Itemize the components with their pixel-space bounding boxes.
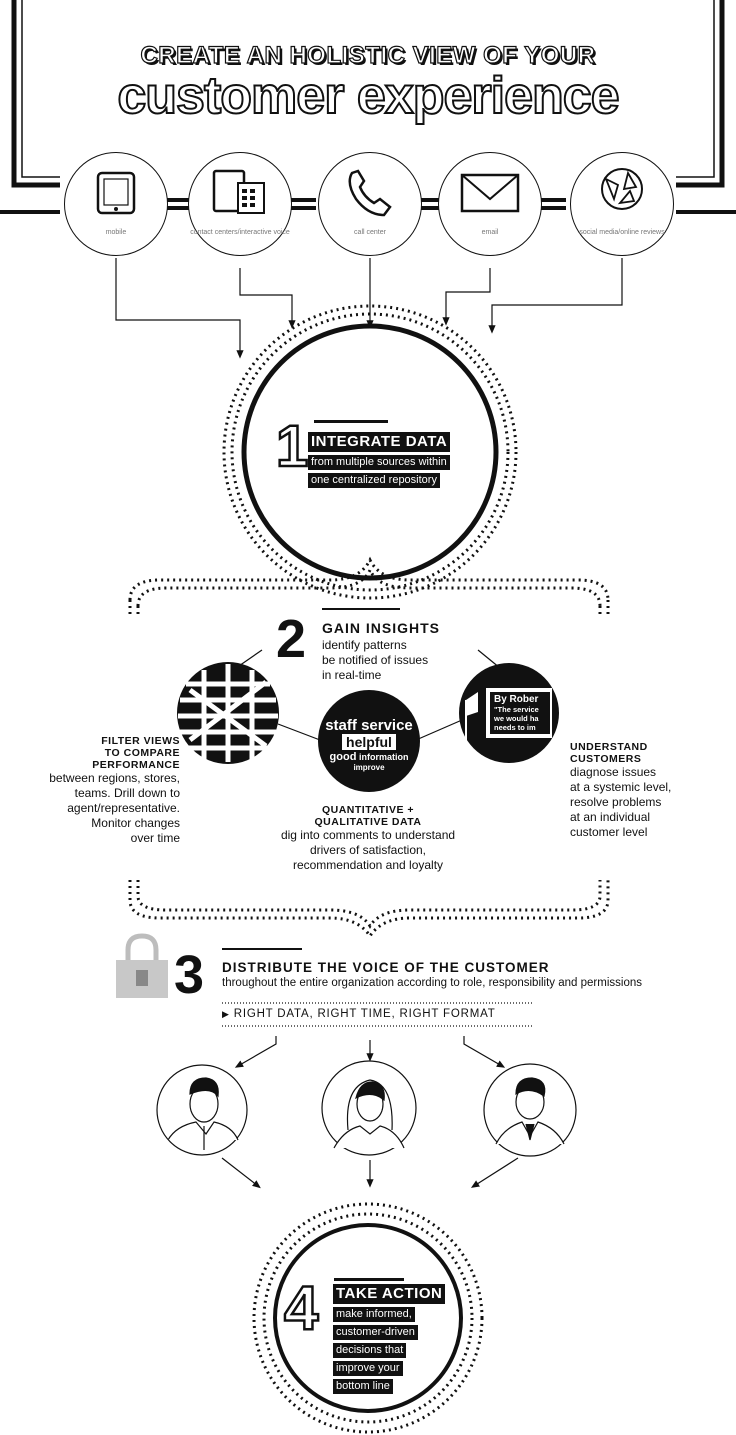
- right-line-3: at an individual: [570, 810, 651, 824]
- step1-title: INTEGRATE DATA: [308, 432, 451, 452]
- step4-line-1: customer-driven: [333, 1325, 418, 1340]
- source-1: contact centers/interactive voice: [188, 152, 292, 256]
- envelope-icon: [460, 173, 520, 213]
- people-avatars: [156, 1060, 577, 1157]
- left-title-2: PERFORMANCE: [92, 759, 180, 771]
- source-connectors: [115, 258, 623, 359]
- step4-line-2: decisions that: [333, 1343, 407, 1358]
- step3-connectors: [221, 1036, 519, 1189]
- step1-line-0: from multiple sources within: [308, 455, 450, 470]
- source-label-2: call center: [354, 229, 386, 236]
- source-2: call center: [318, 152, 422, 256]
- step2-text: GAIN INSIGHTS identify patterns be notif…: [322, 620, 440, 683]
- step2-number: 2: [276, 609, 307, 669]
- step2-title: GAIN INSIGHTS: [322, 620, 441, 636]
- center-title-1: QUALITATIVE DATA: [314, 816, 422, 828]
- source-4: social media/online reviews: [570, 152, 674, 256]
- word-5: improve: [353, 763, 385, 772]
- quant-qual-block: QUANTITATIVE + QUALITATIVE DATA dig into…: [250, 804, 486, 873]
- word-2: helpful: [342, 734, 396, 750]
- bubble-line-3: needs to im: [494, 723, 536, 732]
- word-cloud: staff service helpful good information i…: [318, 718, 420, 773]
- right-line-0: diagnose issues: [570, 765, 657, 779]
- step4-line-0: make informed,: [333, 1307, 415, 1322]
- computer-phone-icon: [212, 169, 265, 214]
- step4-line-3: improve your: [333, 1361, 403, 1376]
- source-label-4: social media/online reviews: [579, 229, 665, 236]
- right-title-1: CUSTOMERS: [570, 753, 642, 765]
- step2-circles: [177, 662, 559, 792]
- header-line2: customer experience: [116, 66, 620, 126]
- funnel-1: [128, 556, 610, 618]
- source-3: email: [438, 152, 542, 256]
- step1-line-1: one centralized repository: [308, 473, 440, 488]
- step1-text: INTEGRATE DATA from multiple sources wit…: [308, 432, 451, 490]
- header-line1: CREATE AN HOLISTIC VIEW OF YOUR: [140, 41, 596, 69]
- right-line-4: customer level: [570, 825, 648, 839]
- step3-rules: [222, 948, 533, 1027]
- step2-line-1: be notified of issues: [322, 653, 429, 667]
- bubble-line-2: we would ha: [494, 714, 539, 723]
- right-line-1: at a systemic level,: [570, 780, 672, 794]
- word-0: staff: [325, 718, 357, 734]
- social-media-icon: [601, 168, 643, 210]
- center-title-0: QUANTITATIVE +: [321, 804, 415, 816]
- step3-tagline: RIGHT DATA, RIGHT TIME, RIGHT FORMAT: [233, 1008, 496, 1020]
- left-title-0: FILTER VIEWS: [101, 735, 180, 747]
- bubble-line-1: "The service: [494, 705, 539, 714]
- lock-icon: [116, 933, 168, 998]
- source-label-0: mobile: [105, 229, 127, 236]
- step-rules: [314, 420, 404, 1281]
- step2-line-2: in real-time: [322, 668, 382, 682]
- left-title-1: TO COMPARE: [104, 747, 180, 759]
- left-line-4: over time: [130, 831, 180, 845]
- source-0: mobile: [64, 152, 168, 256]
- step2-line-0: identify patterns: [322, 638, 407, 652]
- step4-title: TAKE ACTION: [333, 1284, 446, 1304]
- right-title-0: UNDERSTAND: [570, 741, 648, 753]
- source-label-3: email: [481, 229, 499, 236]
- step3-text: DISTRIBUTE THE VOICE OF THE CUSTOMER thr…: [222, 960, 722, 991]
- review-bubble: By Rober "The service we would ha needs …: [494, 694, 550, 734]
- step4-circle: [252, 1202, 484, 1434]
- step4-line-4: bottom line: [333, 1379, 393, 1394]
- center-line-2: recommendation and loyalty: [292, 858, 444, 872]
- play-icon: ▶: [222, 1009, 230, 1019]
- word-1: service: [361, 718, 413, 734]
- bubble-line-0: By Rober: [494, 694, 539, 705]
- step1-circle: [222, 304, 518, 600]
- center-line-1: drivers of satisfaction,: [309, 843, 427, 857]
- word-3: good: [329, 751, 357, 763]
- step3-number: 3: [174, 945, 205, 1005]
- left-line-3: Monitor changes: [91, 816, 180, 830]
- header-frame: [0, 0, 736, 214]
- phone-icon: [348, 169, 392, 217]
- left-line-2: agent/representative.: [67, 801, 180, 815]
- filter-views-block: FILTER VIEWS TO COMPARE PERFORMANCE betw…: [20, 735, 180, 846]
- step3-title: DISTRIBUTE THE VOICE OF THE CUSTOMER: [222, 960, 550, 975]
- tablet-icon: [96, 171, 136, 215]
- step1-number: 1: [275, 414, 310, 479]
- funnel-2: [128, 880, 610, 939]
- right-line-2: resolve problems: [570, 795, 662, 809]
- step3-subtitle: throughout the entire organization accor…: [222, 977, 642, 989]
- understand-customers-block: UNDERSTAND CUSTOMERS diagnose issues at …: [570, 741, 720, 840]
- left-line-0: between regions, stores,: [49, 771, 180, 785]
- center-line-0: dig into comments to understand: [280, 828, 456, 842]
- step4-number: 4: [283, 1274, 320, 1343]
- source-label-1: contact centers/interactive voice: [190, 229, 290, 236]
- step3-tagline-row: ▶ RIGHT DATA, RIGHT TIME, RIGHT FORMAT: [222, 1007, 496, 1021]
- step4-text: TAKE ACTION make informed, customer-driv…: [333, 1284, 446, 1396]
- left-line-1: teams. Drill down to: [74, 786, 180, 800]
- word-4: information: [358, 752, 409, 762]
